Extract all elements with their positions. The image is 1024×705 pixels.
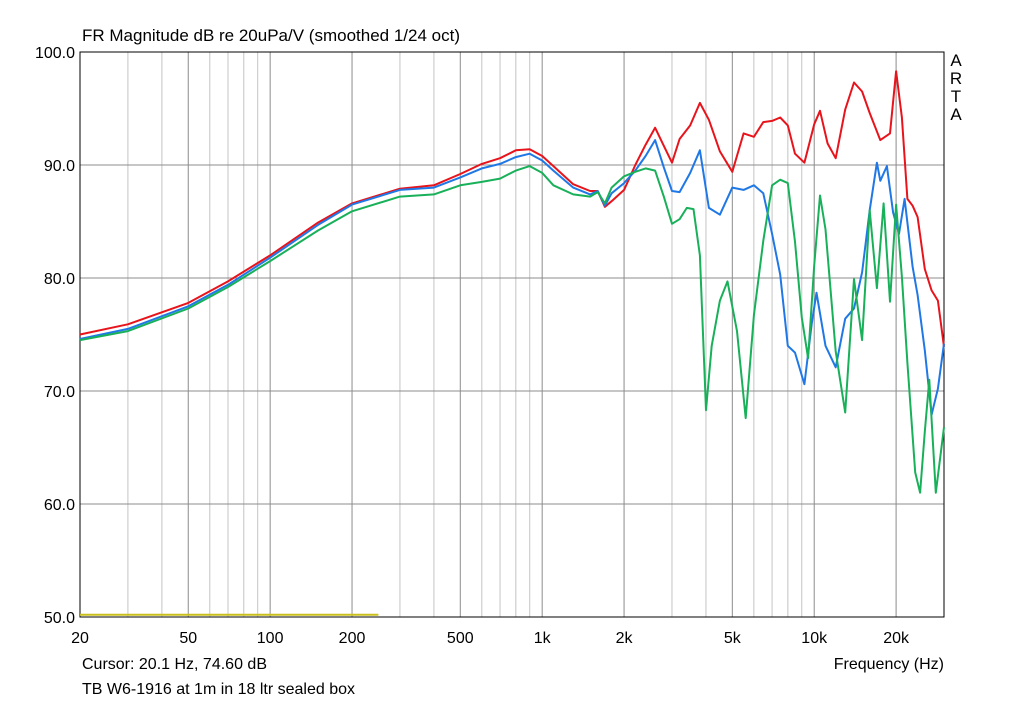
y-tick-label: 70.0	[44, 384, 75, 401]
response-curve	[79, 139, 945, 416]
y-tick-label: 100.0	[35, 45, 75, 62]
x-tick-label: 10k	[801, 630, 828, 647]
y-tick-label: 60.0	[44, 497, 75, 514]
brand-letter: R	[949, 69, 963, 88]
y-tick-label: 80.0	[44, 271, 75, 288]
x-tick-label: 20k	[883, 630, 910, 647]
chart-caption: TB W6-1916 at 1m in 18 ltr sealed box	[82, 681, 356, 698]
x-tick-label: 5k	[724, 630, 742, 647]
arta-brand-label: A R T A	[949, 52, 963, 124]
x-tick-label: 500	[447, 630, 474, 647]
brand-letter: A	[950, 105, 962, 124]
response-curve	[79, 70, 945, 348]
x-axis-label: Frequency (Hz)	[833, 656, 944, 673]
brand-letter: A	[950, 51, 962, 70]
y-tick-label: 90.0	[44, 158, 75, 175]
x-tick-label: 200	[339, 630, 366, 647]
chart-title: FR Magnitude dB re 20uPa/V (smoothed 1/2…	[82, 26, 460, 45]
x-tick-label: 100	[257, 630, 284, 647]
x-tick-label: 20	[71, 630, 89, 647]
x-tick-label: 50	[179, 630, 197, 647]
x-tick-label: 2k	[616, 630, 634, 647]
response-curve	[79, 165, 945, 494]
brand-letter: T	[950, 87, 962, 106]
y-tick-label: 50.0	[44, 610, 75, 627]
cursor-readout: Cursor: 20.1 Hz, 74.60 dB	[82, 656, 267, 673]
x-tick-label: 1k	[534, 630, 552, 647]
